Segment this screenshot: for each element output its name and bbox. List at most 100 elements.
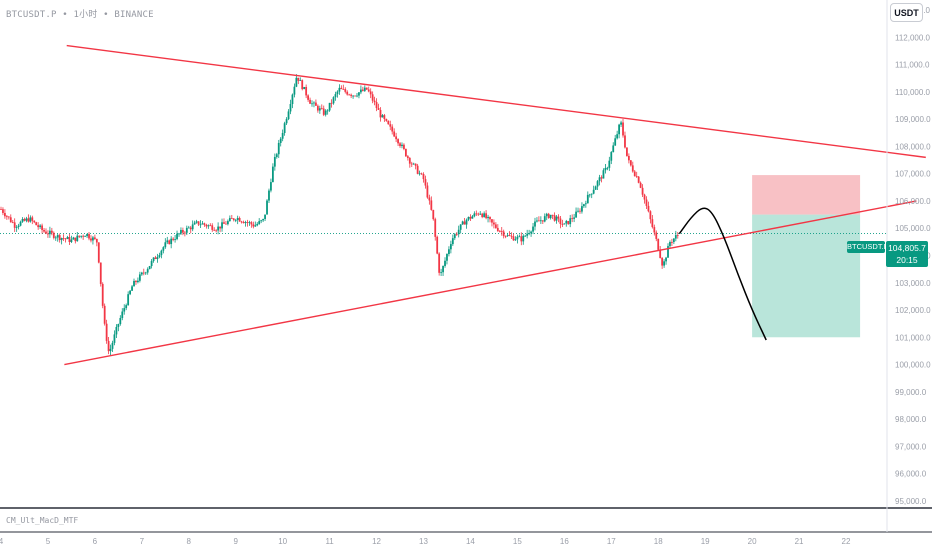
candle-body <box>520 236 523 242</box>
symbol-title[interactable]: BTCUSDT.P • 1小时 • BINANCE <box>6 7 154 20</box>
candle-body <box>299 80 302 81</box>
candle-body <box>293 86 296 95</box>
candle-body <box>105 323 108 341</box>
candle-body <box>318 108 321 111</box>
candle-body <box>616 134 619 139</box>
candle-body <box>645 199 648 206</box>
price-tick-label: 99,000.0 <box>895 388 927 397</box>
candle-body <box>614 138 617 146</box>
candle-body <box>403 144 405 149</box>
candle-body <box>17 225 20 228</box>
candle-body <box>448 249 450 255</box>
candle-body <box>82 235 85 237</box>
time-tick-label: 8 <box>187 537 192 546</box>
candle-body <box>649 211 652 220</box>
candle-body <box>68 236 71 243</box>
candle-body <box>571 218 574 220</box>
candle-body <box>569 218 572 225</box>
candle-body <box>93 237 96 239</box>
candle-body <box>594 186 597 190</box>
currency-button[interactable]: USDT <box>890 3 923 22</box>
candle-body <box>338 87 341 92</box>
candle-body <box>618 124 621 135</box>
candle-body <box>590 193 593 195</box>
candle-body <box>530 231 532 234</box>
candle-body <box>215 230 218 232</box>
price-tick-label: 103,000.0 <box>895 279 931 288</box>
candle-body <box>657 238 660 250</box>
candle-body <box>420 173 423 175</box>
candle-body <box>539 220 542 222</box>
candle-body <box>365 87 368 90</box>
candle-body <box>221 222 223 229</box>
candle-body <box>285 119 288 124</box>
candle-body <box>39 225 42 228</box>
candle-body <box>442 265 444 273</box>
candle-body <box>264 214 266 219</box>
candle-body <box>254 225 257 227</box>
candle-body <box>352 95 354 97</box>
price-tick-label: 102,000.0 <box>895 306 931 315</box>
candle-body <box>498 230 501 232</box>
candle-body <box>438 253 441 273</box>
candle-body <box>510 235 513 237</box>
candle-body <box>451 238 454 245</box>
candle-body <box>152 257 155 262</box>
candle-body <box>52 232 55 238</box>
candle-body <box>273 156 276 167</box>
candle-body <box>493 222 495 225</box>
time-tick-label: 10 <box>278 537 287 546</box>
candle-body <box>324 110 327 115</box>
candle-body <box>406 156 409 158</box>
candle-body <box>174 239 176 240</box>
candle-body <box>637 176 640 183</box>
candle-body <box>543 216 546 222</box>
candle-body <box>305 86 308 96</box>
time-axis[interactable]: 4 5 6 7 8 9 10 11 12 13 14 15 16 17 18 19 20 21 22 <box>0 537 851 546</box>
candle-body <box>440 272 443 274</box>
candle-body <box>228 218 231 222</box>
candle-body <box>328 102 331 111</box>
candle-body <box>354 95 356 97</box>
time-tick-label: 15 <box>513 537 522 546</box>
candle-body <box>271 166 274 183</box>
candle-body <box>279 138 282 143</box>
candle-body <box>268 190 270 201</box>
candle-body <box>43 229 45 232</box>
time-tick-label: 22 <box>842 537 851 546</box>
candle-body <box>481 213 484 217</box>
time-tick-label: 4 <box>0 537 4 546</box>
candle-body <box>432 209 435 220</box>
candle-body <box>577 210 579 212</box>
candle-body <box>494 224 497 228</box>
candle-body <box>385 119 388 121</box>
candle-body <box>661 257 664 266</box>
candle-body <box>80 235 83 237</box>
candle-body <box>15 227 18 228</box>
candle-body <box>348 94 351 96</box>
candle-body <box>395 136 398 140</box>
candle-body <box>522 235 525 242</box>
candle-body <box>29 217 32 222</box>
candle-body <box>582 204 585 207</box>
candle-body <box>526 233 529 236</box>
candle-body <box>211 225 214 230</box>
candle-body <box>133 280 135 287</box>
candle-body <box>379 109 382 118</box>
candle-body <box>672 238 675 243</box>
title-separator: • <box>62 10 68 20</box>
candle-body <box>316 105 319 111</box>
candle-body <box>35 222 38 226</box>
stop-loss-zone <box>752 175 861 215</box>
time-tick-label: 20 <box>748 537 757 546</box>
candle-body <box>182 230 184 233</box>
candle-body <box>631 165 634 172</box>
indicator-label[interactable]: CM_Ult_MacD_MTF <box>6 516 79 525</box>
time-tick-label: 9 <box>233 537 238 546</box>
candle-body <box>446 254 448 261</box>
time-tick-label: 7 <box>140 537 145 546</box>
candle-body <box>422 174 425 180</box>
candle-body <box>232 218 235 221</box>
candle-body <box>356 95 358 97</box>
